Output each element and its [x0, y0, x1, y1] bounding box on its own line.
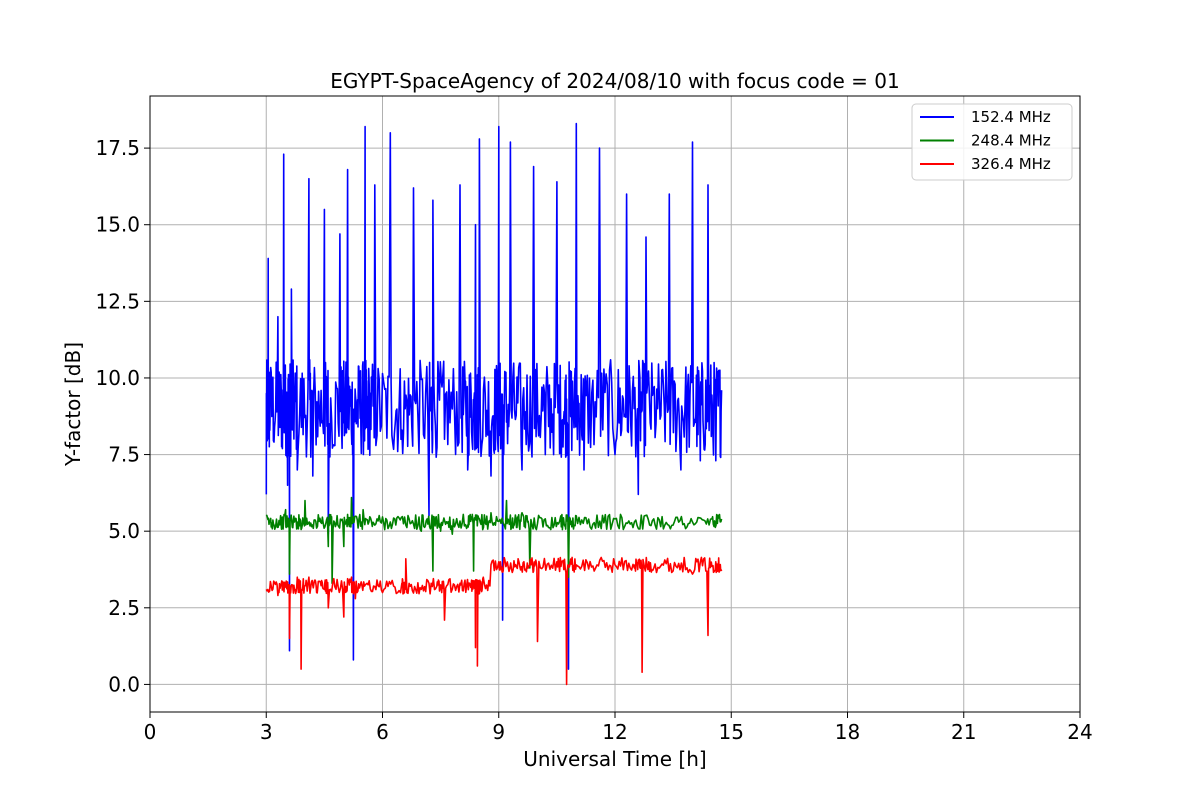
legend-label-2: 248.4 MHz — [971, 132, 1051, 150]
legend-box — [911, 103, 1073, 181]
x-axis-label: Universal Time [h] — [523, 747, 706, 771]
y-tick-label: 12.5 — [95, 289, 140, 313]
x-tick-label: 18 — [835, 720, 860, 744]
y-tick-label: 5.0 — [108, 519, 140, 543]
series-line-3 — [265, 556, 723, 686]
x-tick-label: 12 — [602, 720, 627, 744]
x-tick-label: 21 — [951, 720, 976, 744]
x-tick-label: 24 — [1067, 720, 1092, 744]
legend: 152.4 MHz 248.4 MHz 326.4 MHz — [911, 103, 1073, 181]
series-line-2 — [265, 496, 723, 585]
x-tick-label: 6 — [376, 720, 389, 744]
y-tick-label: 2.5 — [108, 596, 140, 620]
tick-layer: 0 3 6 9 12 15 18 21 24 0.0 2.5 5.0 7.5 10.0 12.5 15.0 17… — [95, 136, 1092, 744]
y-tick-label: 7.5 — [108, 443, 140, 467]
legend-label-1: 152.4 MHz — [971, 108, 1051, 126]
x-tick-label: 3 — [260, 720, 273, 744]
series-line-1 — [265, 122, 723, 670]
series-layer — [265, 122, 723, 686]
y-tick-label: 10.0 — [95, 366, 140, 390]
x-tick-label: 9 — [492, 720, 505, 744]
chart-title: EGYPT-SpaceAgency of 2024/08/10 with foc… — [330, 69, 899, 93]
series-2 — [265, 496, 723, 585]
y-axis-label: Y-factor [dB] — [61, 342, 85, 467]
x-tick-label: 15 — [719, 720, 744, 744]
y-tick-label: 0.0 — [108, 672, 140, 696]
legend-label-3: 326.4 MHz — [971, 155, 1051, 173]
y-tick-label: 17.5 — [95, 136, 140, 160]
x-tick-label: 0 — [144, 720, 157, 744]
series-3 — [265, 556, 723, 686]
y-tick-label: 15.0 — [95, 213, 140, 237]
